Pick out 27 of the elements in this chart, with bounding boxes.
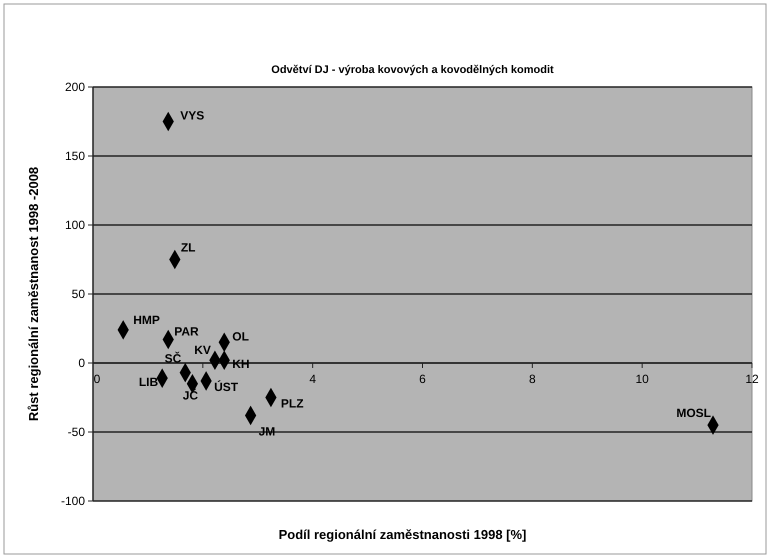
x-tick-label: 8: [528, 372, 536, 386]
x-tick-label: 0: [94, 372, 101, 386]
annotation: ZL: [180, 240, 196, 254]
y-axis-title: Růst regionální zaměstnanost 1998 -2008: [26, 166, 41, 422]
y-tick-label: -50: [68, 425, 86, 440]
x-tick-label: 6: [419, 372, 426, 386]
annotation: SČ: [164, 352, 182, 366]
chart-title: Odvětví DJ - výroba kovových a kovodělných komodit: [271, 64, 554, 76]
y-tick-label: 150: [64, 149, 86, 164]
annotation: MOSL: [676, 406, 712, 420]
y-tick-label: 200: [64, 80, 86, 94]
annotation: ÚST: [214, 380, 239, 394]
annotation: VYS: [180, 108, 204, 122]
annotation: PLZ: [280, 396, 304, 410]
x-tick-label: 12: [745, 372, 759, 386]
annotation: PAR: [174, 324, 200, 339]
x-tick-label: 10: [635, 372, 650, 386]
x-tick-label: 4: [309, 372, 316, 386]
y-tick-label: 50: [72, 287, 86, 302]
annotation: KV: [194, 343, 211, 358]
y-tick-label: 0: [78, 356, 86, 370]
y-tick-label: -100: [60, 494, 86, 508]
x-axis-title: Podíl regionální zaměstnanosti 1998 [%]: [278, 527, 526, 542]
y-tick-label: 100: [64, 218, 86, 232]
annotation: LIB: [138, 375, 159, 390]
annotation: HMP: [133, 312, 160, 327]
annotation: OL: [232, 329, 249, 344]
